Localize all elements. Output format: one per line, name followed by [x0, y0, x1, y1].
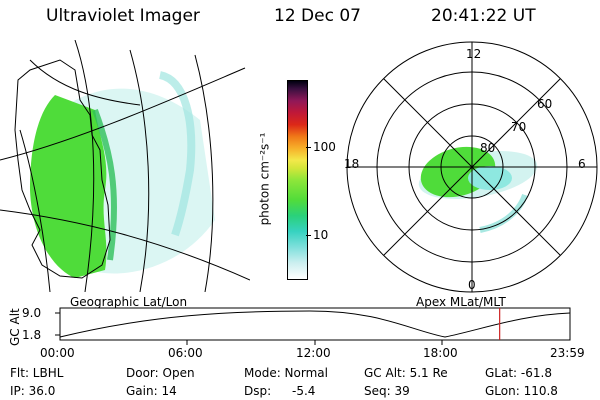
status-seq: Seq: 39	[364, 384, 410, 398]
lat-label-70: 70	[511, 120, 527, 134]
date-label: 12 Dec 07	[274, 6, 361, 26]
time-tick-0600: 06:00	[168, 346, 203, 360]
time-tick-1800: 18:00	[423, 346, 458, 360]
colorbar-tick-10	[306, 235, 311, 236]
parallel-2	[0, 209, 250, 281]
mlt-label-18: 18	[344, 157, 360, 171]
time-label: 20:41:22 UT	[431, 6, 536, 26]
lat-label-60: 60	[537, 97, 553, 111]
altitude-ytick-1-8: 1.8	[22, 328, 42, 342]
status-door: Door: Open	[126, 366, 195, 380]
colorbar	[287, 80, 308, 280]
coastline	[14, 59, 111, 279]
altitude-plot	[55, 307, 571, 345]
aurora-arc-right	[158, 71, 196, 237]
mlt-label-12: 12	[466, 47, 482, 61]
colorbar-label-10: 10	[313, 228, 329, 242]
aurora-green-region	[30, 95, 107, 278]
map-left-label: Geographic Lat/Lon	[70, 295, 188, 309]
polar-plot-label: Apex MLat/MLT	[416, 295, 506, 309]
time-tick-1200: 12:00	[296, 346, 331, 360]
colorbar-tick-100	[306, 147, 311, 148]
instrument-title: Ultraviolet Imager	[46, 6, 200, 26]
colorbar-unit-label: photon cm⁻²s⁻¹	[257, 132, 272, 226]
time-tick-2359: 23:59	[550, 346, 585, 360]
time-tick-0000: 00:00	[40, 346, 75, 360]
status-glat: GLat: -61.8	[485, 366, 552, 380]
status-gain: Gain: 14	[126, 384, 177, 398]
colorbar-label-100: 100	[313, 140, 336, 154]
status-gcalt: GC Alt: 5.1 Re	[364, 366, 448, 380]
polar-plot	[346, 41, 598, 293]
status-dsp-value: -5.4	[292, 384, 316, 398]
parallel-3	[29, 59, 141, 106]
status-flt: Flt: LBHL	[10, 366, 64, 380]
parallel-1	[0, 67, 246, 161]
status-ip: IP: 36.0	[10, 384, 56, 398]
lat-label-80: 80	[480, 141, 496, 155]
status-mode: Mode: Normal	[244, 366, 328, 380]
altitude-ytick-9: 9.0	[22, 306, 42, 320]
status-glon: GLon: 110.8	[485, 384, 558, 398]
aurora-green-edge	[92, 108, 117, 261]
status-dsp-label: Dsp:	[244, 384, 272, 398]
meridian-2	[129, 49, 150, 292]
mlt-label-6: 6	[578, 157, 586, 171]
meridian-4	[19, 129, 51, 292]
geographic-map	[0, 40, 250, 292]
altitude-curve	[59, 310, 571, 338]
meridian-1	[74, 40, 95, 292]
altitude-ylabel: GC Alt	[8, 308, 22, 346]
mlt-label-0: 0	[468, 278, 476, 292]
meridian-3	[194, 54, 214, 292]
